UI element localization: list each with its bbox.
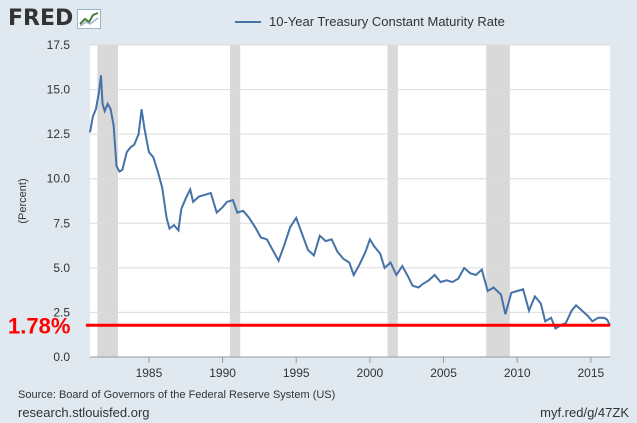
y-tick-label: 10.0 (47, 172, 71, 186)
site-link[interactable]: research.stlouisfed.org (18, 405, 150, 420)
x-tick-label: 1985 (136, 366, 163, 380)
recession-band-2 (229, 45, 241, 357)
chart-legend: 10-Year Treasury Constant Maturity Rate (235, 14, 505, 29)
fred-chart-icon (77, 8, 102, 29)
y-tick-label: 17.5 (47, 38, 71, 52)
x-tick-label: 2000 (357, 366, 384, 380)
y-axis-label: (Percent) (17, 178, 29, 223)
recession-bands (97, 45, 510, 357)
recession-band-1 (97, 45, 118, 357)
x-tick-label: 1990 (209, 366, 236, 380)
legend-label: 10-Year Treasury Constant Maturity Rate (269, 14, 505, 29)
y-tick-label: 12.5 (47, 127, 71, 141)
plot-area (90, 45, 610, 357)
recession-band-4 (486, 45, 510, 357)
recession-band-3 (387, 45, 398, 357)
y-tick-label: 5.0 (53, 261, 70, 275)
x-tick-label: 2015 (577, 366, 604, 380)
y-tick-label: 15.0 (47, 83, 71, 97)
legend-swatch (235, 20, 261, 23)
fred-logo[interactable]: FRED (8, 6, 102, 31)
x-tick-label: 2005 (430, 366, 457, 380)
series-line-10y-treasury (89, 75, 611, 330)
logo-text: FRED (8, 6, 74, 31)
source-note: Source: Board of Governors of the Federa… (18, 389, 336, 401)
y-axis-ticks: 0.0 2.5 5.0 7.5 10.0 12.5 15.0 17.5 (47, 38, 71, 364)
reference-line-label: 1.78% (8, 313, 70, 338)
x-tick-label: 2010 (504, 366, 531, 380)
x-axis-ticks: 1985 1990 1995 2000 2005 2010 2015 (90, 356, 610, 380)
x-tick-label: 1995 (283, 366, 310, 380)
y-tick-label: 2.5 (53, 305, 70, 319)
y-tick-label: 7.5 (53, 216, 70, 230)
y-tick-label: 0.0 (53, 350, 70, 364)
short-url-link[interactable]: myf.red/g/47ZK (540, 405, 629, 420)
